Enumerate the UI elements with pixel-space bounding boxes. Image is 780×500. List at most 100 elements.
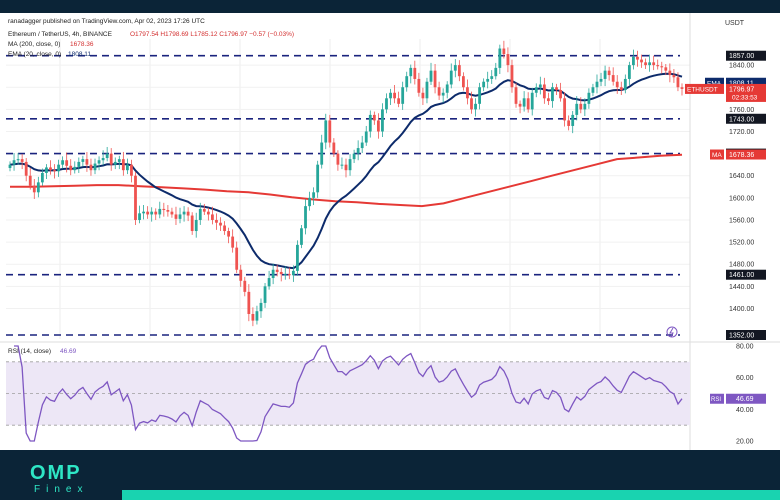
rsi-tick-label: 20.00 [736, 439, 754, 446]
candle-body [57, 164, 60, 172]
candle-body [215, 219, 218, 223]
candle-body [397, 98, 401, 104]
candle-body [190, 215, 194, 232]
candle-body [623, 78, 627, 91]
price-badge-name: MA [712, 152, 722, 159]
price-badge-name: EMA [707, 80, 722, 87]
candle-body [611, 75, 615, 82]
candle-body [368, 114, 372, 132]
candle-body [109, 153, 113, 165]
price-tick-label: 1760.00 [729, 107, 754, 114]
price-badge-box [726, 149, 766, 160]
rsi-tick-label: 40.00 [736, 407, 754, 414]
candle-body [227, 231, 231, 237]
price-badge-name-box [685, 83, 724, 94]
price-tick-label: 1560.00 [729, 217, 754, 224]
candle-body [640, 59, 643, 63]
rsi-tick-label: 80.00 [736, 344, 754, 351]
rsi-tick-label: 60.00 [736, 375, 754, 382]
level-badge [726, 113, 766, 124]
candle-body [644, 62, 647, 66]
candle-body [28, 175, 32, 186]
candle-body [296, 244, 299, 271]
price-badge-countdown: 02:33:53 [732, 94, 758, 101]
candle-body [40, 172, 44, 183]
candle-body [437, 87, 441, 96]
candle-body [231, 236, 235, 248]
candle-body [255, 311, 259, 321]
candle-body [514, 87, 518, 104]
candle-body [571, 114, 575, 126]
candle-body [506, 54, 510, 66]
candle-body [470, 98, 473, 110]
candle-body [680, 87, 684, 89]
candle-body [478, 87, 481, 104]
candle-body [668, 70, 672, 76]
candle-body [194, 219, 198, 232]
candle-body [150, 211, 154, 215]
candle-body [441, 92, 445, 96]
candle-body [53, 170, 56, 172]
candle-body [113, 161, 117, 165]
level-badge [726, 50, 766, 61]
candle-body [324, 120, 328, 143]
candle-body [360, 142, 364, 149]
candle-body [385, 98, 388, 110]
candle-body [267, 278, 271, 287]
candle-body [526, 98, 530, 110]
candle-body [494, 67, 498, 77]
candle-body [336, 153, 340, 165]
price-badge-name-box [705, 77, 724, 88]
ma-legend: MA (200, close, 0) [8, 41, 60, 48]
currency-label: USDT [725, 20, 745, 27]
candle-body [243, 280, 247, 292]
brand-subtitle: Finex [34, 484, 89, 495]
candles [8, 40, 684, 327]
lightning-icon [666, 326, 678, 338]
rsi-legend-value: 46.69 [60, 348, 77, 355]
candle-body [328, 120, 332, 143]
brand-logo: OMP [30, 462, 82, 484]
candle-body [340, 164, 344, 166]
candle-body [85, 159, 89, 165]
candle-body [522, 98, 526, 107]
footer-banner: OMP Finex [0, 450, 780, 500]
candle-body [117, 159, 121, 162]
candle-body [534, 87, 538, 93]
candle-body [279, 271, 283, 275]
publisher-text: ranadagger published on TradingView.com,… [8, 18, 205, 25]
candle-body [97, 160, 101, 164]
candle-body [417, 78, 421, 93]
candle-body [65, 160, 69, 166]
level-badge-label: 1857.00 [729, 53, 754, 60]
candle-body [332, 142, 336, 154]
candle-body [178, 214, 182, 219]
candle-body [425, 81, 429, 99]
price-badge-box [726, 77, 766, 88]
candle-body [538, 84, 542, 88]
candle-body [308, 197, 311, 207]
candle-body [158, 208, 162, 215]
price-tick-label: 1480.00 [729, 262, 754, 269]
price-badge-value: 1678.36 [729, 152, 754, 159]
candle-body [49, 167, 52, 171]
candle-body [555, 87, 558, 91]
candle-body [352, 153, 356, 160]
candle-body [20, 159, 24, 162]
candle-body [356, 148, 360, 154]
candle-body [211, 214, 214, 220]
symbol-text: Ethereum / TetherUS, 4h, BINANCE [8, 31, 113, 38]
candle-body [591, 87, 595, 93]
candle-body [421, 92, 425, 99]
rsi-legend: RSI (14, close) [8, 348, 51, 355]
candle-body [121, 159, 125, 171]
candle-body [45, 167, 48, 173]
candle-body [304, 206, 307, 229]
ma-legend-value: 1678.36 [70, 41, 94, 48]
candle-body [563, 98, 567, 121]
candle-body [223, 225, 226, 232]
candle-body [615, 81, 619, 88]
